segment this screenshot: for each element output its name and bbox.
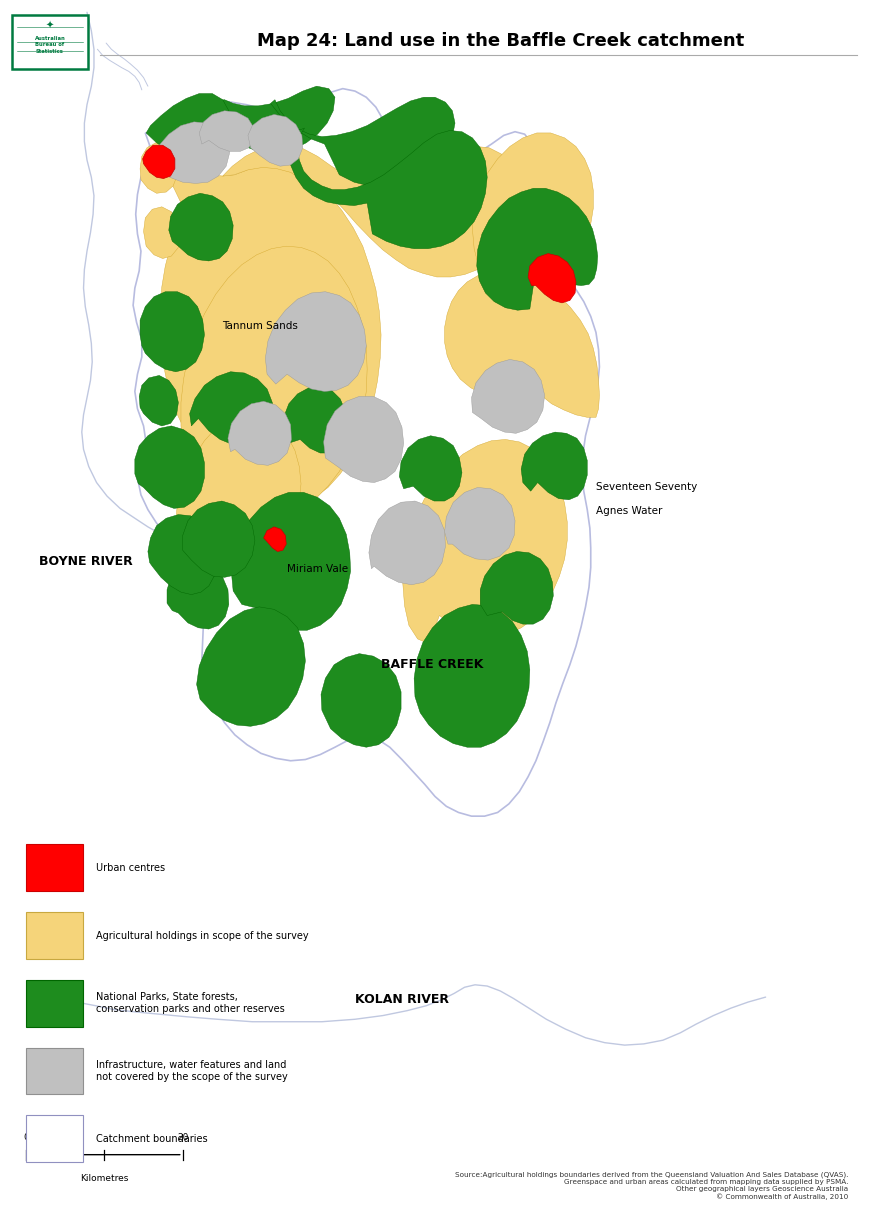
Polygon shape xyxy=(146,94,229,154)
Polygon shape xyxy=(476,188,597,310)
Polygon shape xyxy=(471,359,544,433)
Polygon shape xyxy=(216,86,335,153)
Text: Infrastructure, water features and land
not covered by the scope of the survey: Infrastructure, water features and land … xyxy=(96,1060,287,1082)
Text: Tannum Sands: Tannum Sands xyxy=(222,321,297,331)
Polygon shape xyxy=(282,387,347,453)
Text: KOLAN RIVER: KOLAN RIVER xyxy=(355,993,448,1006)
Bar xyxy=(26,1115,83,1162)
Polygon shape xyxy=(167,564,229,629)
Polygon shape xyxy=(263,527,286,551)
Polygon shape xyxy=(160,148,381,508)
Text: Kilometres: Kilometres xyxy=(80,1174,129,1183)
Polygon shape xyxy=(248,114,302,166)
Polygon shape xyxy=(196,607,305,726)
Polygon shape xyxy=(480,551,553,624)
Polygon shape xyxy=(169,193,233,261)
Bar xyxy=(26,844,83,891)
Polygon shape xyxy=(155,122,229,183)
Polygon shape xyxy=(231,492,350,630)
Polygon shape xyxy=(368,501,445,585)
Text: BAFFLE CREEK: BAFFLE CREEK xyxy=(381,659,483,671)
Polygon shape xyxy=(288,128,487,249)
Polygon shape xyxy=(133,89,599,816)
Text: Map 24: Land use in the Baffle Creek catchment: Map 24: Land use in the Baffle Creek cat… xyxy=(256,32,743,50)
Polygon shape xyxy=(265,292,366,391)
Text: BOYNE RIVER: BOYNE RIVER xyxy=(39,555,133,567)
Polygon shape xyxy=(228,401,291,465)
Polygon shape xyxy=(148,515,217,595)
Polygon shape xyxy=(143,145,175,178)
Text: Australian
Bureau of
Statistics: Australian Bureau of Statistics xyxy=(35,36,65,54)
Polygon shape xyxy=(414,604,529,747)
Text: Catchment boundaries: Catchment boundaries xyxy=(96,1134,207,1144)
Text: ✦: ✦ xyxy=(46,20,54,31)
Polygon shape xyxy=(402,439,567,644)
Polygon shape xyxy=(182,501,255,577)
Bar xyxy=(26,912,83,959)
Polygon shape xyxy=(140,292,204,372)
Polygon shape xyxy=(199,111,254,151)
Polygon shape xyxy=(444,272,599,417)
Text: Source:Agricultural holdings boundaries derived from the Queensland Valuation An: Source:Agricultural holdings boundaries … xyxy=(454,1172,847,1200)
Polygon shape xyxy=(176,415,301,572)
Polygon shape xyxy=(321,654,401,747)
Text: National Parks, State forests,
conservation parks and other reserves: National Parks, State forests, conservat… xyxy=(96,992,284,1014)
Text: Agricultural holdings in scope of the survey: Agricultural holdings in scope of the su… xyxy=(96,931,308,940)
Polygon shape xyxy=(181,246,367,512)
Polygon shape xyxy=(189,372,273,447)
Polygon shape xyxy=(143,207,180,259)
Text: Miriam Vale: Miriam Vale xyxy=(287,564,348,574)
Polygon shape xyxy=(222,145,519,277)
Polygon shape xyxy=(139,375,178,426)
Polygon shape xyxy=(399,436,461,501)
Bar xyxy=(26,980,83,1027)
Text: 0: 0 xyxy=(23,1134,29,1142)
Text: Seventeen Seventy: Seventeen Seventy xyxy=(595,483,696,492)
Polygon shape xyxy=(472,133,593,268)
Polygon shape xyxy=(135,426,204,508)
Text: Agnes Water: Agnes Water xyxy=(595,506,661,516)
Text: 20: 20 xyxy=(176,1134,189,1142)
Bar xyxy=(26,1048,83,1094)
Polygon shape xyxy=(323,396,403,483)
Text: Urban centres: Urban centres xyxy=(96,863,164,873)
Polygon shape xyxy=(527,254,575,303)
Polygon shape xyxy=(270,97,454,186)
Polygon shape xyxy=(140,143,177,193)
Polygon shape xyxy=(444,487,514,560)
Polygon shape xyxy=(521,432,587,500)
